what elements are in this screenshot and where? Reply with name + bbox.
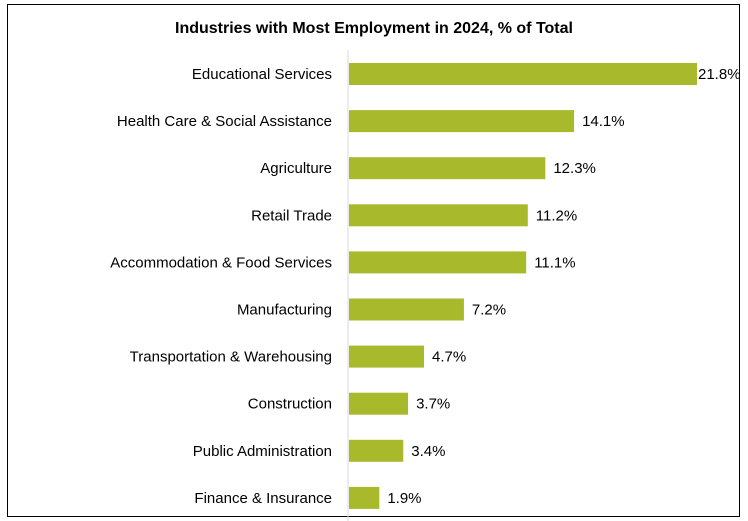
category-label: Retail Trade — [251, 207, 332, 224]
value-label: 12.3% — [553, 160, 596, 177]
value-label: 7.2% — [472, 302, 506, 319]
value-label: 11.2% — [536, 207, 577, 224]
category-label: Manufacturing — [237, 302, 332, 319]
category-label: Health Care & Social Assistance — [117, 113, 332, 130]
bar — [349, 392, 409, 415]
chart-frame — [7, 4, 740, 517]
bar — [349, 486, 380, 509]
bar — [349, 251, 527, 274]
bar — [349, 110, 575, 133]
category-label: Finance & Insurance — [194, 490, 332, 507]
category-label: Public Administration — [193, 443, 332, 460]
value-label: 4.7% — [432, 349, 466, 366]
category-label: Transportation & Warehousing — [130, 349, 332, 366]
bar — [349, 204, 528, 227]
category-label: Agriculture — [260, 160, 332, 177]
value-label: 11.1% — [534, 254, 575, 271]
chart-title: Industries with Most Employment in 2024,… — [175, 20, 573, 37]
value-label: 1.9% — [387, 490, 421, 507]
bar — [349, 439, 404, 462]
value-label: 21.8% — [698, 66, 741, 83]
value-labels: 21.8% 14.1% 12.3% 11.2% 11.1% 7.2% 4.7% 3.7% 3.4… — [387, 66, 740, 507]
category-labels: Educational Services Health Care & Social… — [110, 66, 332, 507]
bar — [349, 157, 546, 180]
bar — [349, 63, 697, 85]
category-label: Accommodation & Food Services — [110, 254, 332, 271]
value-label: 3.7% — [416, 396, 450, 413]
category-label: Educational Services — [192, 66, 332, 83]
bars — [349, 63, 697, 509]
value-label: 14.1% — [582, 113, 625, 130]
bar — [349, 298, 464, 321]
value-label: 3.4% — [411, 443, 445, 460]
category-label: Construction — [248, 396, 332, 413]
bar — [349, 345, 425, 368]
